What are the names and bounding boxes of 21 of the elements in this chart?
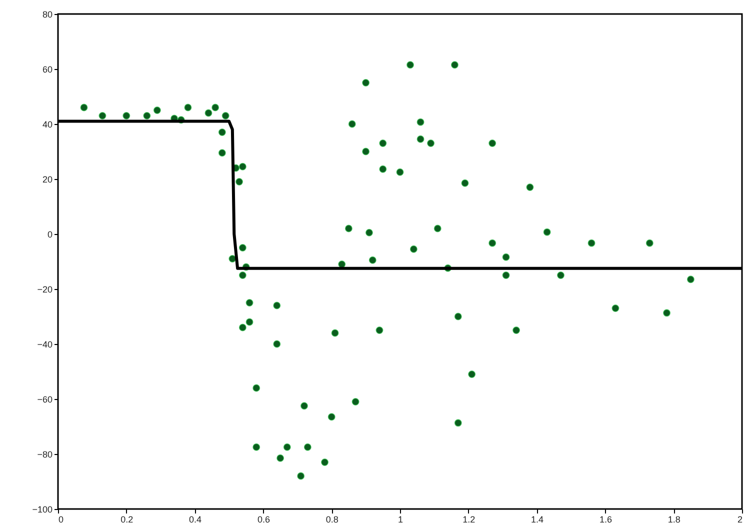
x-tick-label: 1.2 — [462, 514, 476, 524]
x-tick-label: 0.8 — [326, 514, 338, 524]
y-tick-label: 20 — [42, 174, 52, 184]
x-tick-label: 1 — [398, 514, 404, 524]
x-tick-label: 1.8 — [668, 514, 680, 524]
x-tick-label: 0 — [58, 514, 64, 524]
x-tick-label: 1.6 — [599, 514, 612, 524]
x-tick-label: 0.4 — [189, 514, 202, 524]
x-tick-label: 1.4 — [531, 514, 544, 524]
y-tick-label: −100 — [32, 504, 52, 514]
y-tick-label: 80 — [42, 10, 52, 20]
x-tick-label: 0.2 — [120, 514, 134, 524]
y-tick-label: −20 — [37, 284, 52, 294]
y-tick-label: 40 — [42, 120, 52, 130]
y-tick-label: −80 — [37, 450, 52, 460]
y-tick-label: 0 — [47, 230, 52, 240]
y-tick-label: −40 — [37, 340, 52, 350]
x-tick-label: 0.6 — [257, 514, 270, 524]
y-tick-label: −60 — [37, 394, 52, 404]
y-tick-label: 60 — [42, 64, 52, 74]
x-tick-label: 2 — [737, 514, 742, 524]
